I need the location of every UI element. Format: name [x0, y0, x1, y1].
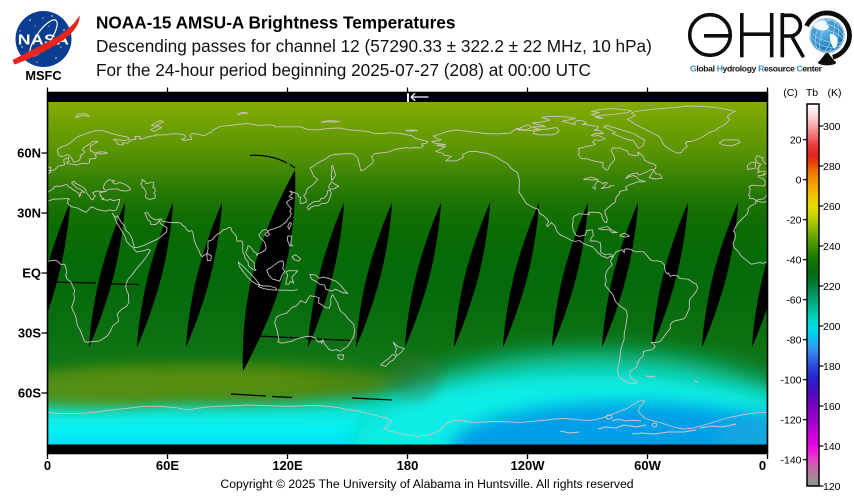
svg-text:60S: 60S — [18, 386, 41, 401]
svg-text:180: 180 — [823, 361, 841, 373]
svg-text:160: 160 — [823, 401, 841, 413]
svg-text:300: 300 — [823, 121, 841, 133]
svg-text:120W: 120W — [511, 458, 546, 473]
svg-text:Tb: Tb — [806, 87, 818, 99]
svg-text:0: 0 — [759, 458, 766, 473]
svg-text:60N: 60N — [17, 146, 41, 161]
svg-text:-60: -60 — [786, 295, 801, 307]
svg-text:60W: 60W — [634, 458, 661, 473]
svg-text:Descending passes for channel: Descending passes for channel 12 (57290.… — [96, 36, 652, 56]
svg-text:280: 280 — [823, 161, 841, 173]
svg-text:0: 0 — [44, 458, 51, 473]
svg-text:20: 20 — [790, 135, 802, 147]
svg-text:-140: -140 — [780, 455, 801, 467]
svg-text:NOAA-15 AMSU-A Brightness Temp: NOAA-15 AMSU-A Brightness Temperatures — [96, 13, 455, 33]
svg-text:-20: -20 — [786, 215, 801, 227]
svg-text:Copyright © 2025 The Universit: Copyright © 2025 The University of Alaba… — [220, 477, 633, 491]
svg-text:Global Hydrology Resource Cent: Global Hydrology Resource Center — [690, 64, 823, 74]
svg-text:(K): (K) — [828, 87, 842, 99]
svg-text:-80: -80 — [786, 335, 801, 347]
svg-text:220: 220 — [823, 281, 841, 293]
svg-text:(C): (C) — [783, 87, 798, 99]
svg-text:-120: -120 — [780, 415, 801, 427]
svg-text:120E: 120E — [272, 458, 303, 473]
svg-text:30S: 30S — [18, 326, 41, 341]
svg-text:MSFC: MSFC — [25, 68, 61, 83]
svg-text:140: 140 — [823, 441, 841, 453]
svg-text:0: 0 — [796, 175, 802, 187]
svg-text:120: 120 — [823, 481, 841, 493]
svg-text:For the 24-hour period beginni: For the 24-hour period beginning 2025-07… — [96, 60, 591, 80]
svg-text:-100: -100 — [780, 375, 801, 387]
svg-text:-40: -40 — [786, 255, 801, 267]
svg-text:30N: 30N — [17, 206, 41, 221]
svg-text:240: 240 — [823, 241, 841, 253]
svg-text:EQ: EQ — [22, 266, 41, 281]
svg-text:200: 200 — [823, 321, 841, 333]
svg-text:260: 260 — [823, 201, 841, 213]
svg-text:60E: 60E — [156, 458, 179, 473]
svg-text:180: 180 — [397, 458, 419, 473]
